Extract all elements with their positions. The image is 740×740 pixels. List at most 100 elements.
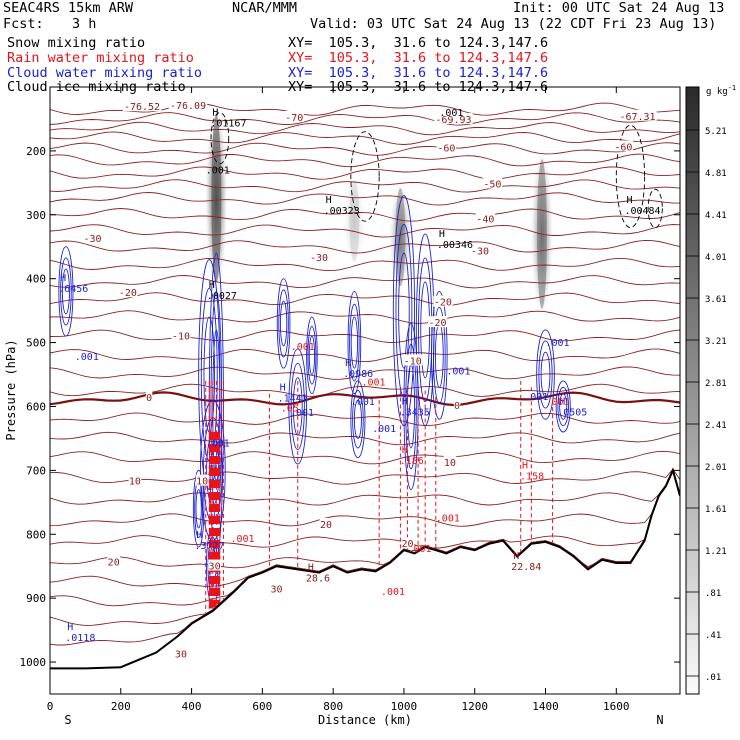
- contour-value-label: .001: [290, 408, 314, 419]
- contour-value-label: .001: [407, 544, 431, 555]
- maximum-value: .1441: [278, 393, 308, 404]
- cloud-water-contour: [557, 386, 569, 427]
- plot-frame: [49, 86, 681, 695]
- temperature-isotherm: [50, 383, 680, 397]
- colorbar-label: 4.81: [705, 169, 727, 179]
- y-tick-label: 400: [26, 273, 46, 286]
- maximum-value: .00346: [437, 240, 473, 251]
- terrain-line: [50, 467, 680, 670]
- temperature-isotherm: [50, 467, 680, 607]
- contour-value-label: .001: [231, 534, 255, 545]
- temperature-label: 10: [196, 477, 208, 488]
- colorbar-label: .01: [705, 673, 721, 683]
- maximum-marker: H: [439, 229, 445, 240]
- x-tick-label: 1600: [603, 700, 630, 713]
- temperature-label: -20: [434, 298, 452, 309]
- legend-rain-label: Rain water mixing ratio: [7, 50, 194, 66]
- cloud-water-contour: [398, 252, 410, 369]
- maximum-value: .3435: [400, 407, 430, 418]
- contour-value-label: .001: [372, 424, 396, 435]
- temperature-label-bg: [168, 98, 208, 110]
- y-tick-label: 600: [26, 400, 46, 413]
- cloud-water-contour: [434, 322, 444, 388]
- temperature-label: -10: [172, 332, 190, 343]
- temperature-isotherm: [50, 166, 680, 180]
- cloud-water-contour: [288, 348, 308, 465]
- cloud-water-contour: [58, 246, 74, 337]
- maximum-marker: H: [209, 280, 215, 291]
- cloud-water-contour: [407, 364, 416, 449]
- cloud-water-contour: [61, 268, 70, 315]
- colorbar-label: 3.61: [705, 295, 727, 305]
- x-axis-label: Distance (km): [318, 713, 412, 727]
- colorbar-label: 4.01: [705, 253, 727, 263]
- cloud-ice-contour: [210, 112, 230, 165]
- forecast-hour: 3 h: [72, 16, 97, 32]
- temperature-label-bg: [427, 316, 448, 328]
- y-tick-label: 800: [26, 528, 46, 541]
- forecast-label: Fcst:: [3, 16, 44, 32]
- y-tick-label: 500: [26, 337, 46, 350]
- contour-value-label: .001: [546, 338, 570, 349]
- x-tick-label: 400: [182, 700, 202, 713]
- colorbar: 5.21 4.81 4.41 4.01 3.61 3.21 2.81 2.41 2.01 1.61…: [685, 84, 736, 695]
- colorbar-label: 4.41: [705, 211, 727, 221]
- cloud-water-contour: [433, 306, 446, 404]
- colorbar-label: .41: [705, 631, 721, 641]
- cloud-water-contour: [540, 351, 551, 398]
- contour-value-label: .001: [206, 439, 230, 450]
- contour-value-label: .001: [206, 165, 230, 176]
- maximum-marker: H: [67, 622, 73, 633]
- maximum-value: .01167: [210, 119, 246, 130]
- maximum-value: .00484: [624, 206, 660, 217]
- cloud-water-contour: [347, 291, 362, 395]
- axes: 0 200 400 600 800 1000 1200 1400 160010009008007…: [20, 87, 680, 713]
- temperature-isotherm: [50, 329, 680, 343]
- maximum-value: .158: [520, 471, 544, 482]
- temperature-isotherm: [50, 431, 680, 446]
- temperature-isotherm: [50, 467, 680, 626]
- cloud-water-contour: [405, 343, 417, 470]
- y-tick-label: 1000: [20, 656, 47, 669]
- x-tick-label: 600: [252, 700, 272, 713]
- temperature-isotherm: [50, 348, 680, 363]
- temperature-isotherm: [50, 208, 680, 222]
- temperature-label: 10: [444, 458, 456, 469]
- contour-value-label: .001: [439, 108, 463, 119]
- temperature-label-bg: [403, 354, 423, 366]
- temperature-isotherm: [50, 391, 680, 407]
- rain-contours: [205, 380, 554, 614]
- colorbar-label: 5.21: [705, 127, 727, 137]
- maximum-marker: H: [559, 396, 565, 407]
- temperature-isotherm: [50, 310, 680, 324]
- temperature-isotherm: [50, 131, 680, 145]
- temperature-label-bg: [470, 244, 490, 256]
- colorbar-ticks: 5.21 4.81 4.41 4.01 3.61 3.21 2.81 2.41 2.01 1.61…: [686, 127, 727, 683]
- y-tick-label: 700: [26, 464, 46, 477]
- temperature-label-bg: [613, 140, 633, 152]
- colorbar-label: 3.21: [705, 337, 727, 347]
- temperature-label-bg: [107, 555, 121, 567]
- maximum-value: .3727: [194, 541, 224, 552]
- snow-plume: [389, 182, 412, 292]
- temperature-isotherm: [50, 224, 680, 238]
- y-tick-label: 900: [26, 592, 46, 605]
- temperature-label: -76.52: [124, 102, 160, 113]
- legend-cloud-water-label: Cloud water mixing ratio: [7, 65, 203, 81]
- temperature-isotherm: [50, 467, 680, 527]
- legend-snow-xy: XY= 105.3, 31.6 to 124.3,147.6: [288, 35, 549, 51]
- cloud-water-contour: [431, 291, 448, 420]
- cloud-water-contour: [290, 362, 305, 451]
- temperature-label: -70: [285, 113, 303, 124]
- y-tick-label: 200: [26, 145, 46, 158]
- cloud-ice-contour: [350, 131, 380, 222]
- colorbar-label: 2.01: [705, 463, 727, 473]
- contour-labels: -76.52 -76.09 -70 -69.93 -67.31 -60 -60 -50 -40 -…: [58, 98, 661, 661]
- maximum-value: .0505: [557, 407, 587, 418]
- temperature-isotherm: [50, 112, 680, 126]
- contour-value-label: .001: [351, 397, 375, 408]
- temperature-label: -20: [119, 288, 137, 299]
- maximum-marker: H: [513, 551, 519, 562]
- temperature-label: 10: [129, 477, 141, 488]
